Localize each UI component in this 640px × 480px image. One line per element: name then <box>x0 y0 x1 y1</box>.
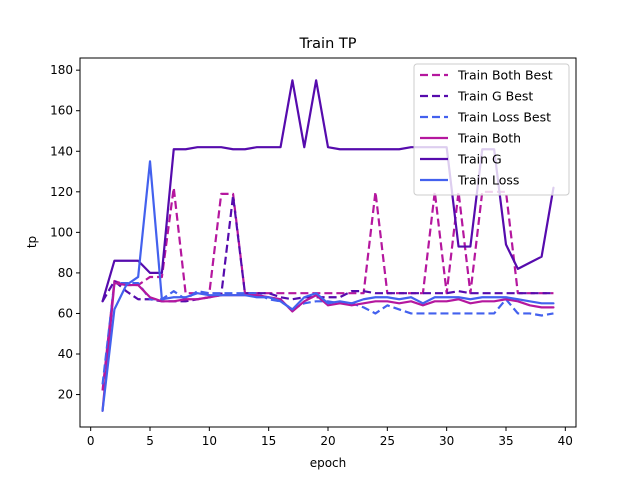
y-tick-label: 60 <box>58 306 73 320</box>
x-tick-label: 10 <box>202 434 217 448</box>
x-tick-label: 35 <box>498 434 513 448</box>
legend-label-4: Train Both <box>457 131 521 146</box>
x-tick-label: 0 <box>87 434 95 448</box>
y-axis-label: tp <box>25 236 39 248</box>
series-line-2 <box>101 194 554 303</box>
y-tick-label: 20 <box>58 388 73 402</box>
series-line-6 <box>101 160 555 412</box>
y-tick-label: 160 <box>50 104 73 118</box>
legend-box <box>413 63 570 196</box>
x-tick-label: 15 <box>261 434 276 448</box>
legend-label-5: Train G <box>457 152 502 167</box>
chart-title: Train TP <box>298 36 356 52</box>
series-line-3 <box>101 281 554 385</box>
series-line-4 <box>101 281 555 412</box>
y-tick-label: 140 <box>50 144 73 158</box>
y-axis: 20 40 60 80 100 120 140 160 180 <box>50 63 80 402</box>
x-axis: 0 5 10 15 20 25 30 35 40 <box>87 427 573 448</box>
y-tick-label: 40 <box>58 347 73 361</box>
y-tick-label: 100 <box>50 225 73 239</box>
y-tick-label: 120 <box>50 185 73 199</box>
y-tick-label: 180 <box>50 63 73 77</box>
legend-label-6: Train Loss <box>457 173 519 188</box>
series-line-1 <box>101 186 554 391</box>
legend-label-2: Train G Best <box>457 89 533 104</box>
legend-label-1: Train Both Best <box>457 68 553 83</box>
x-tick-label: 25 <box>380 434 395 448</box>
x-tick-label: 20 <box>320 434 335 448</box>
x-tick-label: 5 <box>146 434 154 448</box>
x-tick-label: 30 <box>439 434 454 448</box>
x-tick-label: 40 <box>558 434 573 448</box>
legend: Train Both Best Train G Best Train Loss Be… <box>413 63 570 196</box>
y-tick-label: 80 <box>58 266 73 280</box>
x-axis-label: epoch <box>310 456 347 470</box>
legend-label-3: Train Loss Best <box>457 110 551 125</box>
